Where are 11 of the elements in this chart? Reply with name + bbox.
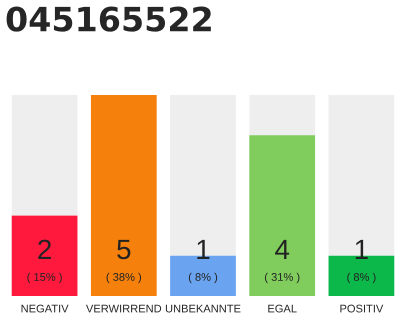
data-label: 4 ( 31% ) xyxy=(264,240,300,284)
data-label: 1 ( 8% ) xyxy=(188,240,218,284)
x-tick-label: UNBEKANNTE xyxy=(166,304,240,312)
x-tick-label: NEGATIV xyxy=(22,304,69,312)
data-label: 2 ( 15% ) xyxy=(27,240,62,284)
x-tick-label: EGAL xyxy=(268,304,297,312)
chart-title: 045165522 xyxy=(6,6,211,32)
x-tick-label: VERWIRREND xyxy=(86,304,162,312)
data-label: 5 ( 38% ) xyxy=(106,240,142,284)
data-label: 1 ( 8% ) xyxy=(347,240,376,284)
x-tick-label: POSITIV xyxy=(340,304,384,312)
